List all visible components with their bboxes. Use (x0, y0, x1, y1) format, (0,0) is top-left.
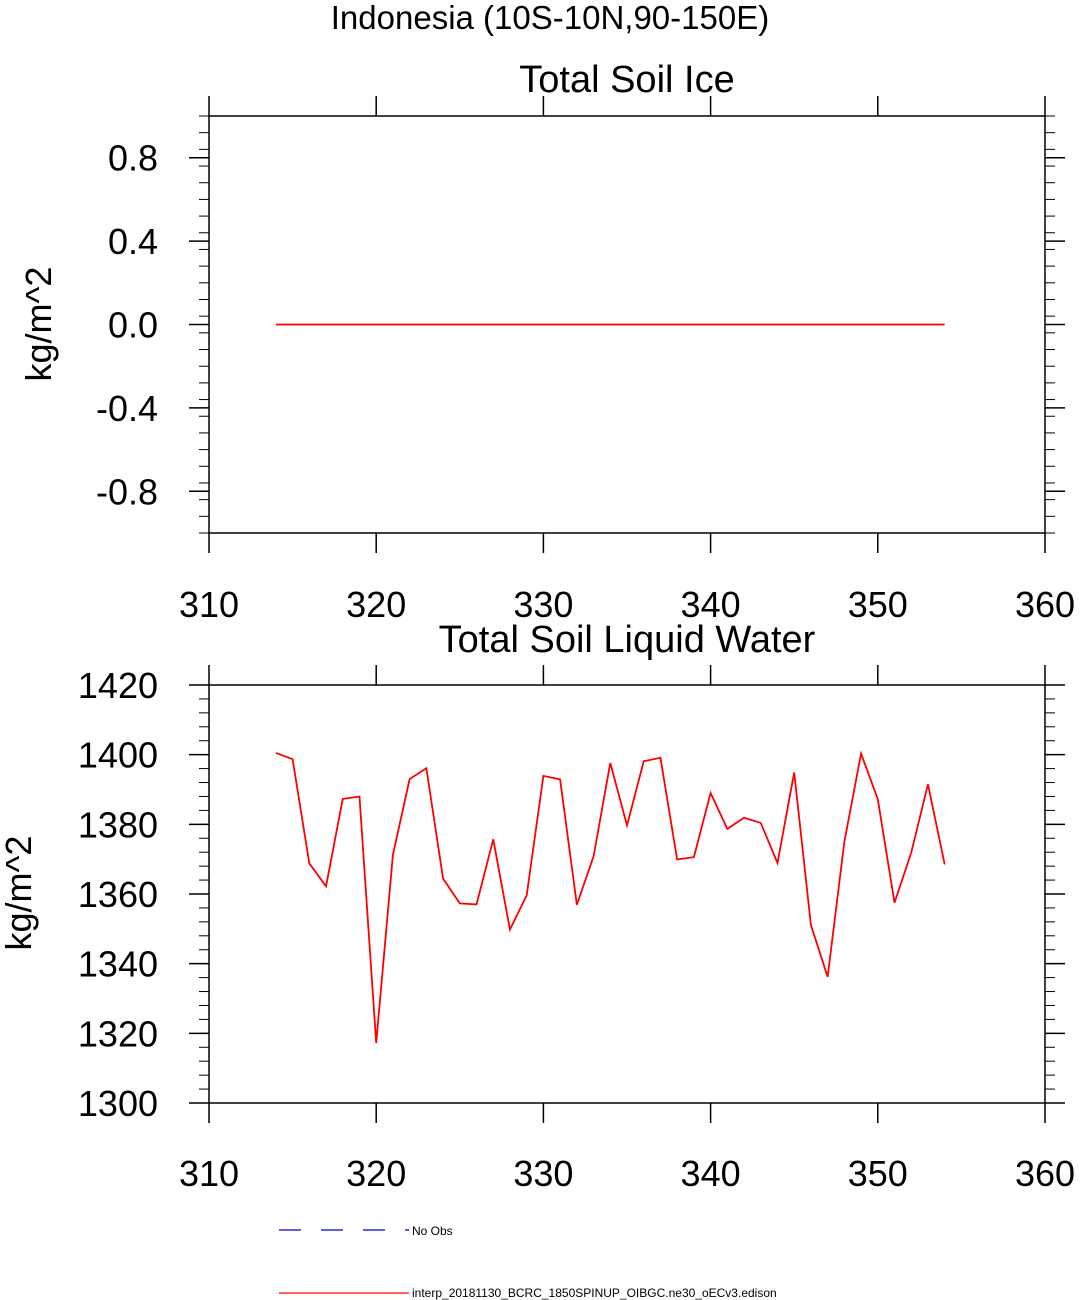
x-tick-label: 320 (346, 1153, 406, 1194)
x-tick-label: 350 (848, 584, 908, 625)
x-tick-label: 310 (179, 1153, 239, 1194)
y-tick-label: 1340 (78, 944, 158, 985)
y-tick-label: 1320 (78, 1013, 158, 1054)
x-tick-label: 310 (179, 584, 239, 625)
series-line (275, 750, 946, 1044)
y-tick-label: 1360 (78, 874, 158, 915)
x-tick-label: 330 (513, 1153, 573, 1194)
x-tick-label: 340 (681, 1153, 741, 1194)
y-axis-label: kg/m^2 (18, 267, 59, 382)
y-tick-label: 1300 (78, 1083, 158, 1124)
legend-label-model: interp_20181130_BCRC_1850SPINUP_OIBGC.ne… (412, 1286, 777, 1300)
y-tick-label: 0.4 (108, 221, 158, 262)
y-tick-label: 0.8 (108, 138, 158, 179)
y-tick-label: 0.0 (108, 305, 158, 346)
chart-total-soil-liquid-water: Total Soil Liquid Water kg/m^2 310 320 330… (0, 619, 1075, 1194)
x-tick-label: 360 (1015, 1153, 1075, 1194)
chart-title: Total Soil Liquid Water (439, 619, 816, 661)
y-tick-label: 1380 (78, 804, 158, 845)
y-axis-label: kg/m^2 (0, 836, 39, 951)
chart-total-soil-ice: Total Soil Ice kg/m^2 310 320 330 340 350 360… (18, 59, 1075, 625)
chart-title: Total Soil Ice (519, 59, 734, 101)
x-tick-label: 350 (848, 1153, 908, 1194)
y-tick-label: 1420 (78, 665, 158, 706)
x-tick-label: 360 (1015, 584, 1075, 625)
x-tick-label: 320 (346, 584, 406, 625)
legend: No Obs interp_20181130_BCRC_1850SPINUP_O… (279, 1224, 777, 1300)
plot-frame (208, 684, 1046, 1104)
y-tick-label: 1400 (78, 735, 158, 776)
y-tick-label: -0.8 (96, 471, 158, 512)
y-tick-label: -0.4 (96, 388, 158, 429)
x-tick-label: 340 (681, 584, 741, 625)
legend-label-no-obs: No Obs (412, 1224, 453, 1238)
page-title: Indonesia (10S-10N,90-150E) (331, 0, 769, 36)
x-tick-label: 330 (513, 584, 573, 625)
